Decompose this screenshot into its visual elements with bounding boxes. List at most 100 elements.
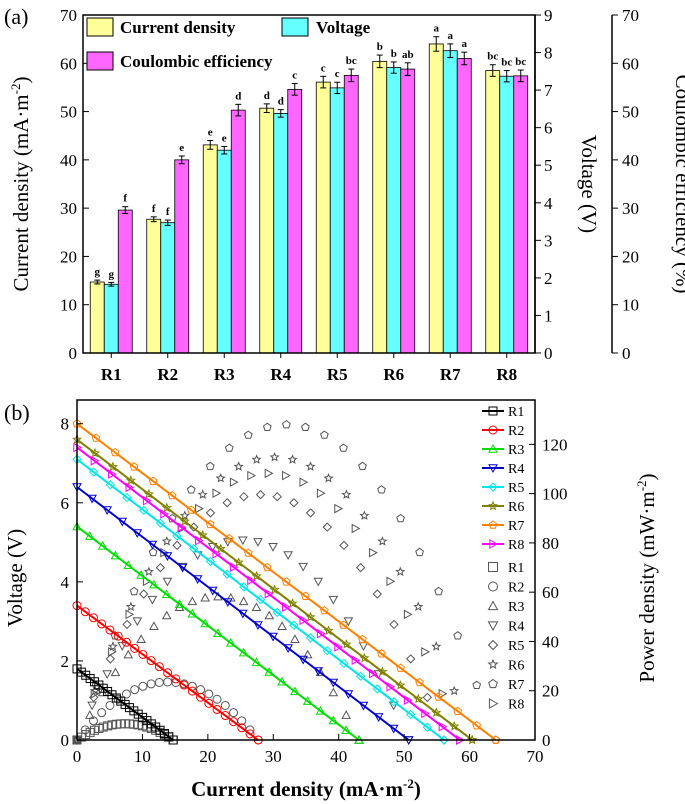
power-point-R6 — [449, 685, 460, 696]
voltage-point-R1 — [146, 719, 156, 729]
power-point-R4 — [283, 551, 293, 561]
bar-current-density-R5 — [315, 81, 331, 354]
voltage-point-R5 — [322, 645, 332, 656]
y2-tick-label-b: 20 — [542, 682, 559, 701]
voltage-point-R7 — [339, 620, 348, 629]
voltage-point-R1 — [72, 664, 82, 674]
voltage-point-R5 — [289, 620, 299, 630]
significance-letter: c — [321, 62, 326, 74]
voltage-point-R1 — [164, 732, 174, 742]
voltage-point-R7 — [491, 735, 501, 744]
voltage-point-R1 — [98, 683, 108, 693]
legend-power-marker-R6 — [487, 658, 499, 670]
legend-power-label-R5: R5 — [508, 639, 524, 654]
power-point-R7 — [339, 443, 348, 452]
y-tick-label-voltage: 0 — [544, 344, 553, 363]
voltage-point-R3 — [238, 647, 249, 657]
voltage-point-R2 — [154, 662, 164, 672]
voltage-point-R2 — [237, 723, 247, 733]
voltage-point-R5 — [405, 709, 416, 720]
power-point-R7 — [186, 485, 196, 494]
power-point-R8 — [386, 576, 396, 587]
y-tick-label-ce: 50 — [622, 103, 639, 122]
voltage-point-R4 — [298, 655, 309, 665]
power-point-R3 — [200, 592, 211, 602]
legend-power-label-R6: R6 — [508, 659, 524, 674]
power-point-R2 — [196, 685, 206, 695]
voltage-point-R1 — [116, 696, 126, 706]
significance-letter: b — [391, 48, 397, 60]
y-tick-label-ce: 30 — [622, 199, 639, 218]
voltage-point-R1 — [103, 686, 113, 696]
voltage-point-R1 — [151, 722, 161, 732]
voltage-point-R8 — [438, 721, 448, 732]
bar-voltage-R2 — [160, 222, 176, 354]
panel-a-label: (a) — [4, 4, 28, 29]
legend-power-label-R3: R3 — [508, 600, 524, 615]
legend-power-label-R2: R2 — [508, 581, 524, 596]
voltage-point-R2 — [196, 692, 206, 702]
voltage-point-R4 — [268, 632, 278, 642]
voltage-point-R4 — [283, 644, 293, 654]
voltage-point-R1 — [155, 725, 165, 735]
power-point-R4 — [313, 577, 324, 587]
power-point-R8 — [90, 688, 100, 699]
y-tick-label-voltage: 5 — [544, 156, 553, 175]
significance-letter: d — [278, 96, 284, 108]
power-point-R6 — [377, 536, 388, 546]
legend-label-R3: R3 — [508, 443, 524, 458]
legend-a: Current density Voltage Coulombic effici… — [86, 17, 371, 71]
voltage-point-R6 — [431, 707, 442, 717]
power-point-R3 — [136, 634, 146, 643]
significance-letter: e — [208, 127, 213, 139]
y-tick-label-left: 60 — [60, 54, 77, 73]
power-point-R4 — [328, 595, 339, 605]
y-axis-title-power-density: Power density (mW·m-2) — [634, 473, 659, 682]
legend-label-current-density: Current density — [120, 18, 236, 37]
voltage-point-R7 — [453, 706, 463, 715]
voltage-point-R5 — [305, 633, 316, 643]
voltage-point-R3 — [136, 570, 146, 579]
power-point-R6 — [305, 461, 316, 471]
bar-coulombic-efficiency-R1 — [117, 209, 133, 354]
bar-coulombic-efficiency-R5 — [343, 74, 359, 354]
power-point-R8 — [421, 647, 430, 657]
y2-tick-label-b: 100 — [542, 485, 568, 504]
voltage-point-R2 — [245, 729, 255, 739]
legend-b: R1 R2 R3 R4 R5 R6 R7 R8 R1 R2 R3 R4 R5 R6 R7 R8 — [482, 405, 524, 713]
voltage-line-R4 — [76, 486, 410, 741]
plot-area-b — [71, 419, 501, 746]
voltage-point-R6 — [215, 543, 226, 554]
significance-letter: d — [235, 90, 241, 102]
voltage-point-R5 — [422, 722, 433, 732]
power-point-R6 — [125, 601, 136, 612]
significance-letter: bc — [346, 55, 357, 67]
legend-power-marker-R3 — [487, 600, 499, 611]
voltage-point-R6 — [305, 611, 316, 622]
voltage-point-R8 — [125, 482, 135, 493]
voltage-point-R2 — [80, 607, 90, 617]
power-point-R6 — [89, 685, 101, 696]
panel-b-label: (b) — [4, 400, 30, 425]
legend-label-R1: R1 — [508, 405, 524, 420]
power-point-R5 — [372, 589, 383, 599]
voltage-point-R8 — [334, 642, 344, 652]
bar-current-density-R8 — [485, 70, 501, 354]
voltage-point-R1 — [168, 735, 178, 745]
legend-marker-R8 — [489, 539, 499, 549]
power-point-R3 — [238, 596, 249, 606]
x-tick-label: R1 — [101, 365, 122, 384]
power-point-R4 — [238, 536, 248, 546]
y-tick-label-b: 2 — [61, 652, 70, 671]
power-point-R5 — [322, 522, 332, 532]
y-tick-label-left: 70 — [60, 6, 77, 25]
bar-current-density-R2 — [146, 218, 162, 354]
bar-coulombic-efficiency-R3 — [230, 109, 246, 354]
significance-letter: d — [264, 90, 270, 102]
power-point-R6 — [215, 473, 226, 483]
legend-swatch-voltage — [281, 17, 309, 37]
y-tick-label-ce: 60 — [622, 54, 639, 73]
voltage-point-R4 — [328, 678, 339, 688]
power-point-R8 — [403, 609, 413, 620]
